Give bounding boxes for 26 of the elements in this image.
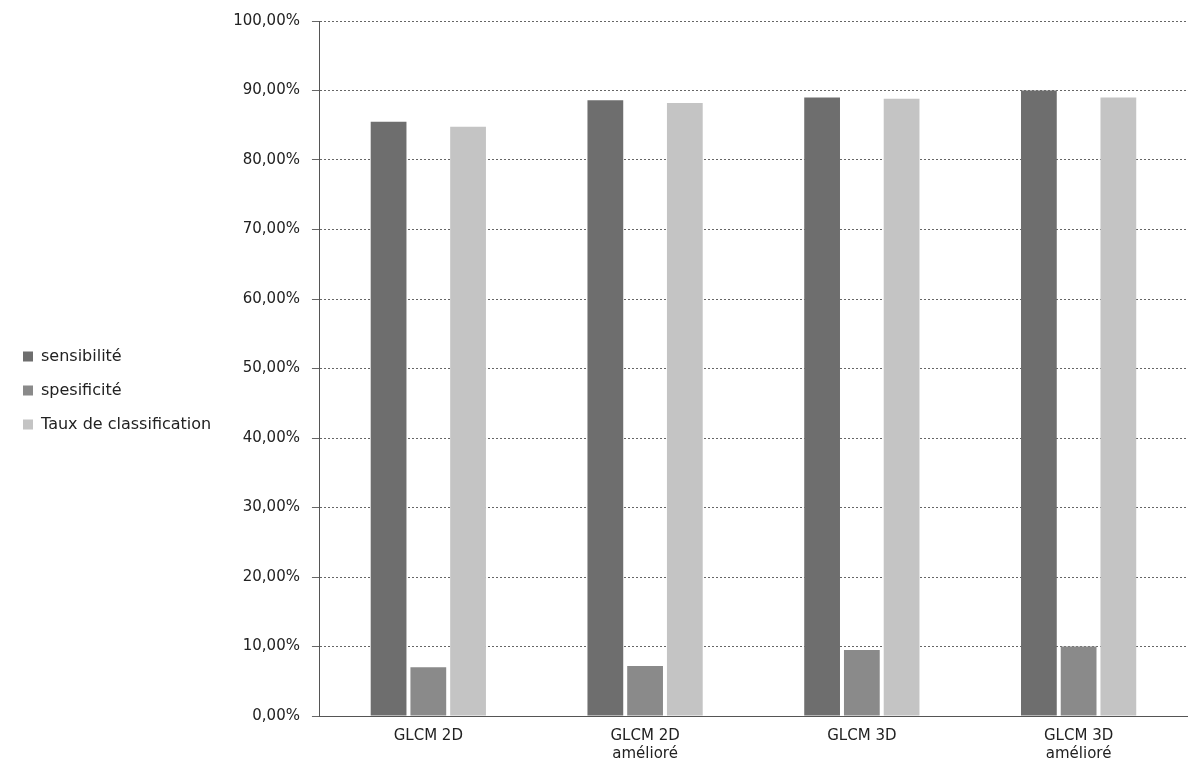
- x-tick-label: GLCM 3D: [827, 725, 897, 744]
- y-tick-label: 0,00%: [252, 705, 300, 724]
- bar: [843, 649, 880, 716]
- x-tick-label: GLCM 2D: [393, 725, 463, 744]
- bar: [1060, 646, 1097, 716]
- y-tick-label: 30,00%: [242, 497, 300, 516]
- y-tick-label: 90,00%: [242, 80, 300, 99]
- y-tick-label: 40,00%: [242, 427, 300, 446]
- x-tick-label: GLCM 2D amélioré: [610, 725, 680, 762]
- bar: [410, 667, 447, 716]
- bar: [1100, 97, 1137, 716]
- bar: [883, 98, 920, 716]
- y-tick-label: 80,00%: [242, 149, 300, 168]
- x-tick-label: GLCM 3D amélioré: [1043, 725, 1114, 762]
- bar: [666, 103, 703, 716]
- y-tick-label: 50,00%: [242, 358, 300, 377]
- bar: [627, 665, 663, 716]
- legend-label: spesificité: [41, 379, 122, 399]
- bar: [450, 126, 486, 716]
- y-tick-label: 60,00%: [242, 288, 300, 307]
- legend-label: Taux de classification: [40, 413, 212, 433]
- y-tick-label: 70,00%: [242, 219, 300, 238]
- y-tick-label: 20,00%: [242, 566, 300, 585]
- y-tick-label: 100,00%: [233, 10, 300, 29]
- legend-label: sensibilité: [41, 345, 122, 365]
- y-tick-label: 10,00%: [242, 636, 300, 655]
